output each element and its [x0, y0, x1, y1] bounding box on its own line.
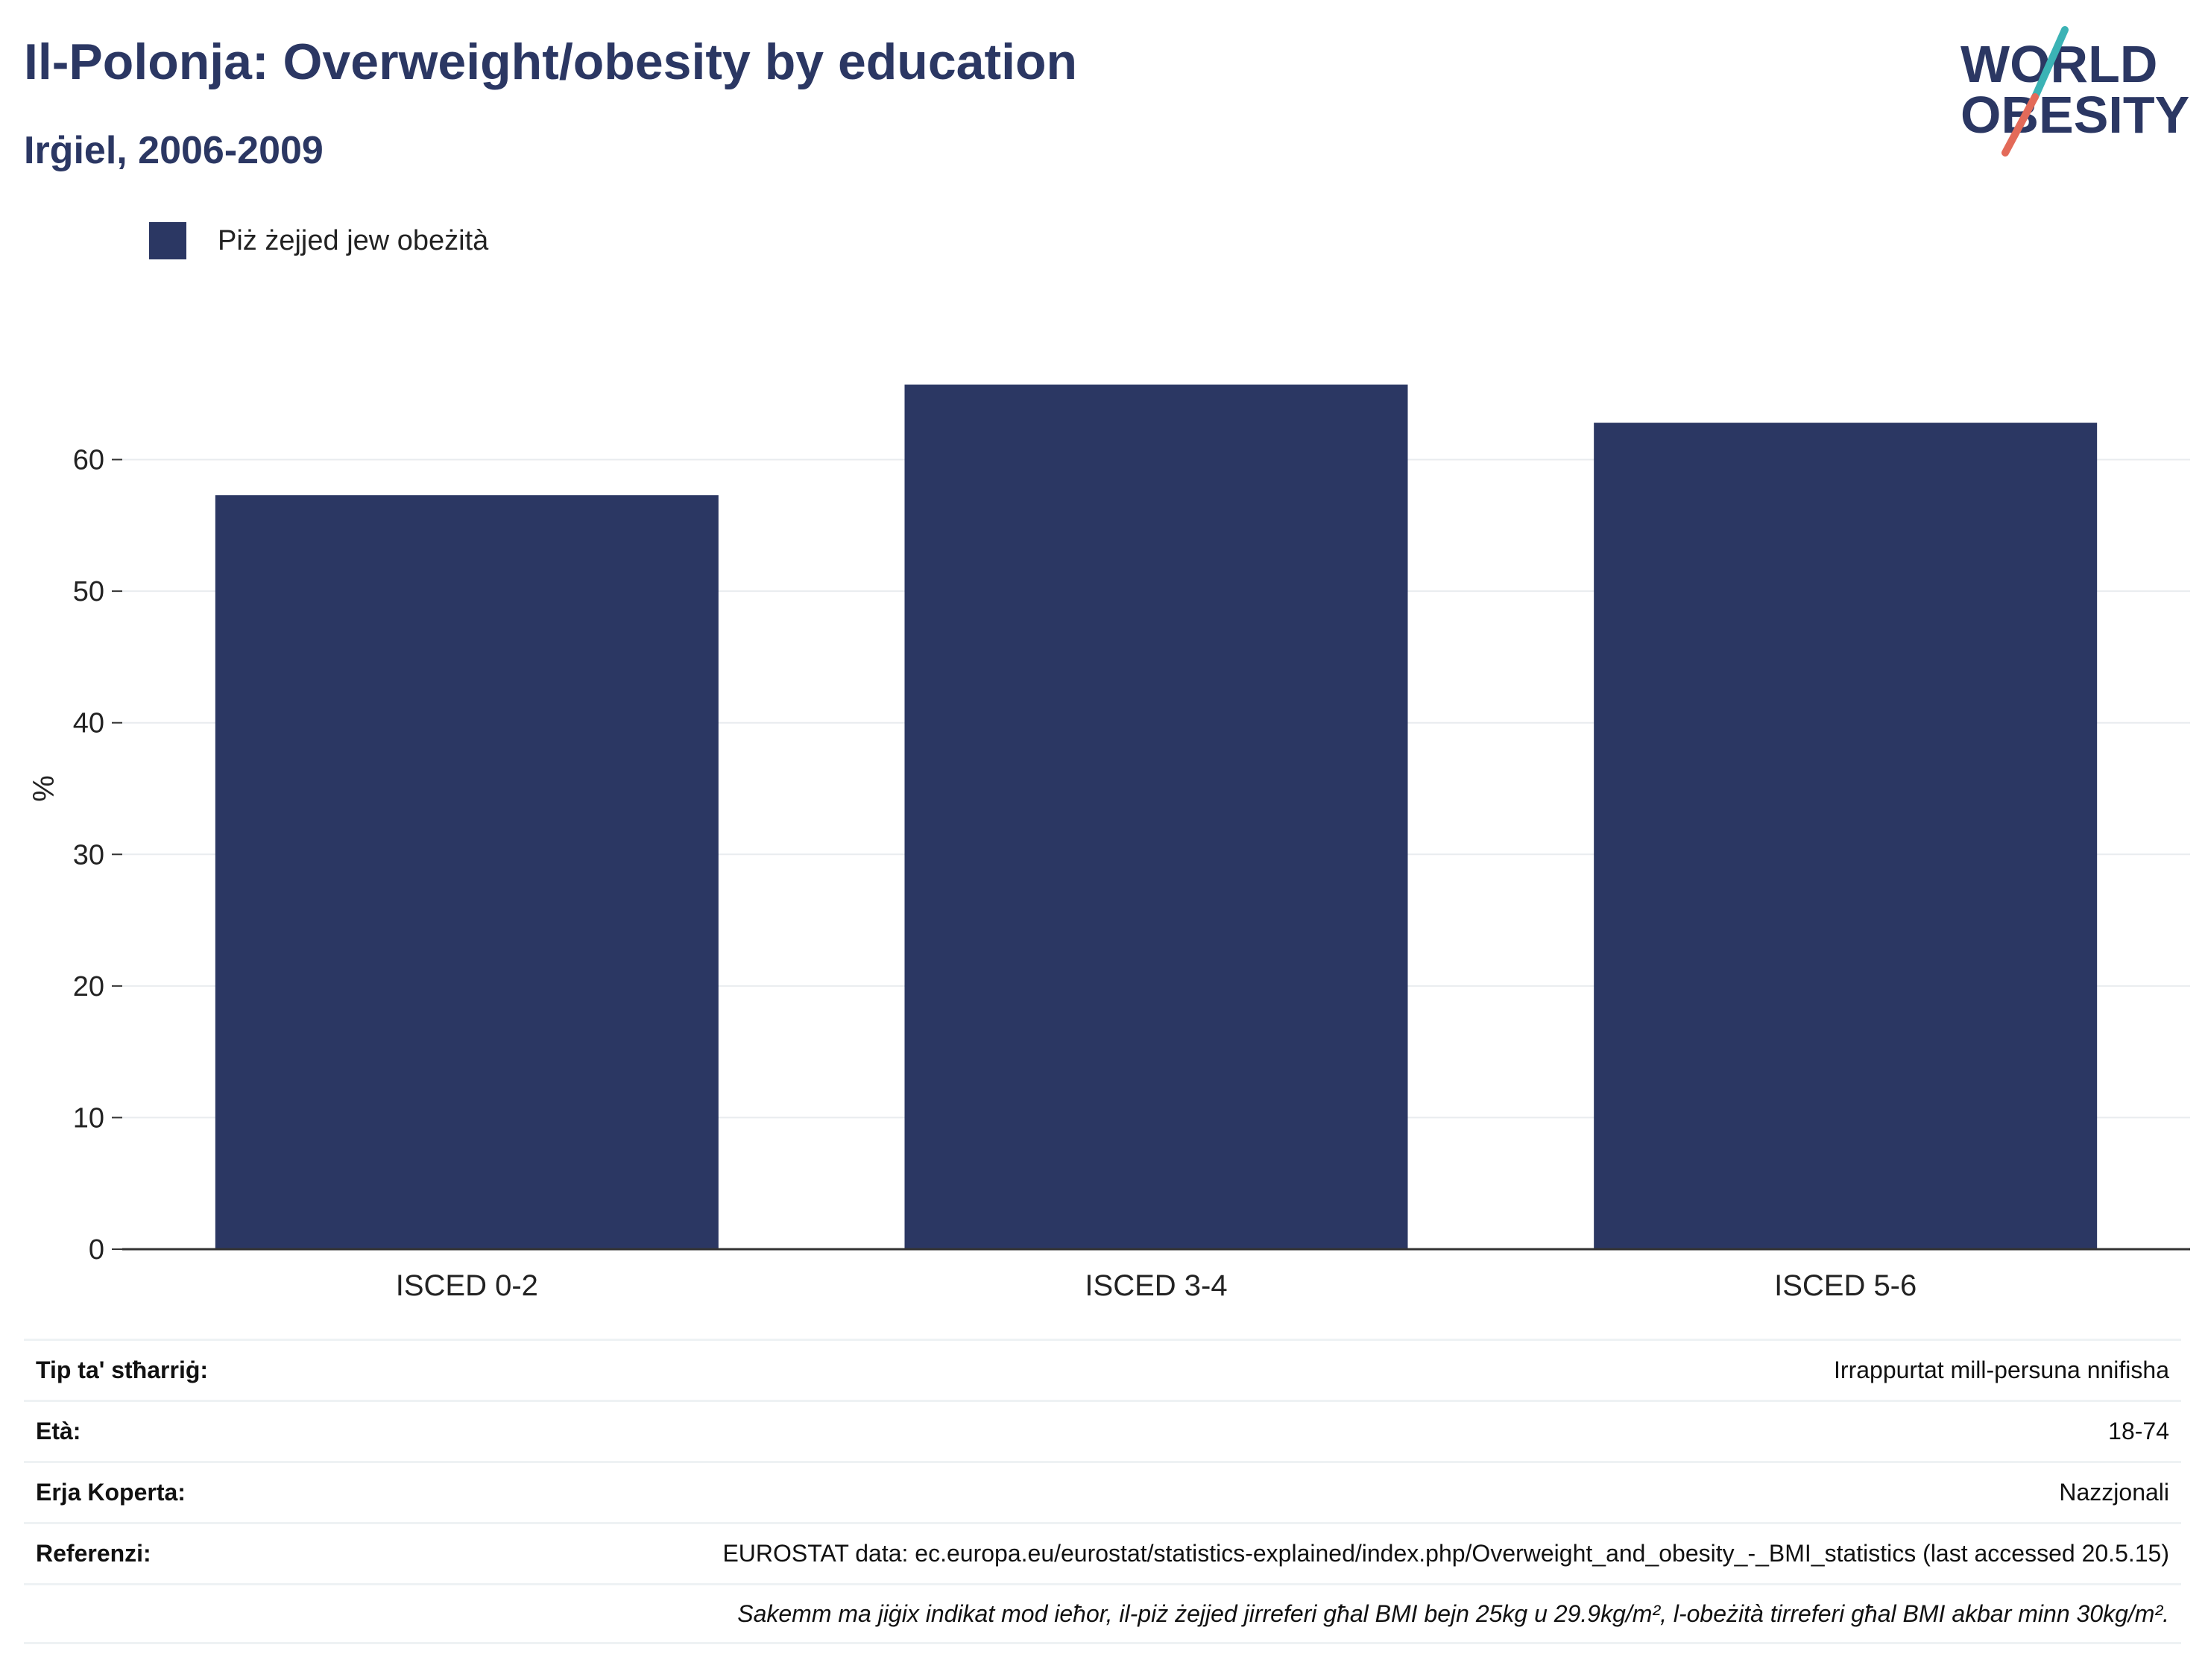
info-value: Nazzjonali: [2059, 1479, 2169, 1506]
legend-swatch: [149, 222, 186, 259]
bar-chart: 0 10 20 30 40 50 60% ISCED 0-2 ISCED 3-4 ISCED 5-…: [28, 384, 2190, 1302]
info-value: EUROSTAT data: ec.europa.eu/eurostat/sta…: [722, 1540, 2169, 1567]
x-tick-label: ISCED 5-6: [1774, 1269, 1917, 1302]
y-tick-label: 10: [73, 1102, 104, 1134]
legend-label: Piż żejjed jew obeżità: [218, 224, 489, 256]
y-tick-label: 20: [73, 971, 104, 1002]
info-row-survey-type: Tip ta' stħarriġ: Irrappurtat mill-persu…: [24, 1339, 2181, 1400]
chart-subtitle: Irġiel, 2006-2009: [24, 129, 324, 172]
y-axis-label: %: [28, 775, 60, 802]
info-key: Erja Koperta:: [36, 1479, 186, 1506]
chart-title: Il-Polonja: Overweight/obesity by educat…: [24, 34, 1078, 90]
world-obesity-logo: WORLD OBESITY: [1960, 26, 2189, 157]
y-tick-label: 0: [89, 1234, 104, 1266]
x-tick-label: ISCED 0-2: [396, 1269, 538, 1302]
x-tick-label: ISCED 3-4: [1085, 1269, 1227, 1302]
info-row-note: Sakemm ma jiġix indikat mod ieħor, il-pi…: [24, 1583, 2181, 1644]
info-table: Tip ta' stħarriġ: Irrappurtat mill-persu…: [24, 1339, 2181, 1644]
bar: [215, 495, 719, 1249]
bar: [904, 384, 1408, 1249]
y-tick-label: 30: [73, 839, 104, 871]
info-key: Tip ta' stħarriġ:: [36, 1357, 209, 1383]
bar: [1594, 423, 2098, 1250]
y-tick-label: 50: [73, 576, 104, 607]
info-value: 18-74: [2108, 1418, 2169, 1444]
info-note: Sakemm ma jiġix indikat mod ieħor, il-pi…: [737, 1600, 2169, 1627]
info-key: Età:: [36, 1418, 81, 1444]
logo-slash-teal: [2031, 26, 2069, 101]
info-key: Referenzi:: [36, 1540, 151, 1567]
logo-slash-red: [2001, 93, 2039, 157]
legend: Piż żejjed jew obeżità: [149, 222, 488, 259]
info-row-area: Erja Koperta: Nazzjonali: [24, 1461, 2181, 1522]
info-value: Irrappurtat mill-persuna nnifisha: [1834, 1357, 2169, 1383]
y-tick-label: 60: [73, 445, 104, 476]
y-tick-label: 40: [73, 708, 104, 739]
info-row-age: Età: 18-74: [24, 1400, 2181, 1461]
info-row-references: Referenzi: EUROSTAT data: ec.europa.eu/e…: [24, 1522, 2181, 1583]
logo-text-obesity: OBESITY: [1960, 86, 2189, 144]
